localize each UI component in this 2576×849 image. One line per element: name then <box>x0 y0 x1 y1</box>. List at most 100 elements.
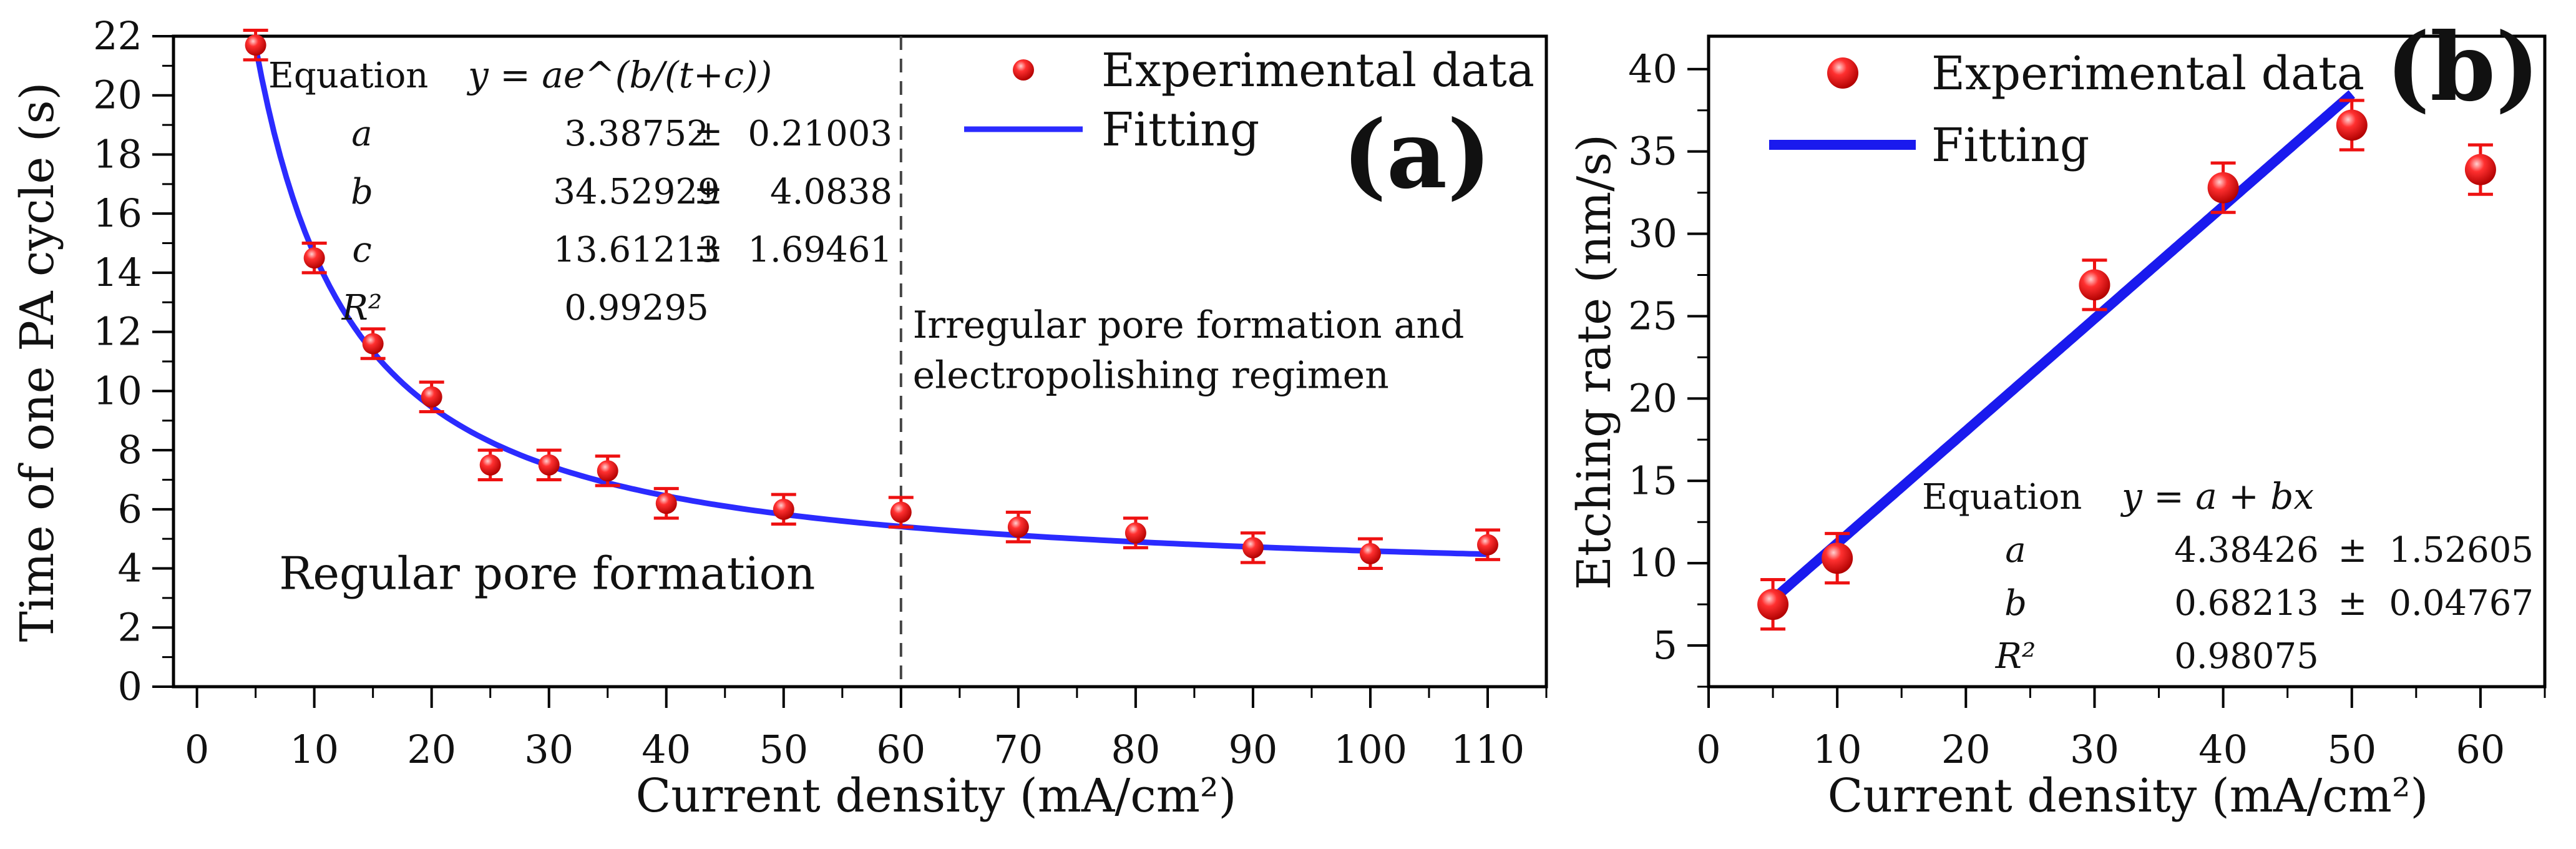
x-tick-label: 0 <box>1696 727 1720 772</box>
y-tick-label: 35 <box>1628 129 1677 174</box>
fit-param-value: 34.52929 <box>553 172 720 212</box>
legend-label-fitting: Fitting <box>1101 103 1259 157</box>
fit-table-equation: y = ae^(b/(t+c)) <box>466 54 772 96</box>
fit-param-name: R² <box>1995 636 2036 677</box>
y-axis-label: Time of one PA cycle (s) <box>11 82 64 642</box>
fit-param-value: 0.68213 <box>2174 583 2319 624</box>
fit-param-name: a <box>2005 530 2026 571</box>
plot-frame <box>1707 34 2547 689</box>
x-tick-label: 30 <box>524 727 573 772</box>
x-tick-label: 30 <box>2070 727 2119 772</box>
data-point <box>538 454 560 476</box>
fit-param-name: c <box>352 230 371 270</box>
data-point <box>1476 534 1498 556</box>
data-point <box>1757 589 1789 621</box>
y-tick-label: 30 <box>1628 211 1677 257</box>
x-axis-label: Current density (mA/cm²) <box>636 769 1237 823</box>
data-point <box>1822 542 1853 574</box>
fit-param-error: 1.69461 <box>748 230 892 270</box>
y-tick-label: 4 <box>118 546 142 591</box>
y-tick-label: 2 <box>118 604 142 650</box>
y-tick-label: 10 <box>1628 540 1677 586</box>
x-tick-label: 110 <box>1451 727 1525 772</box>
fit-param-name: R² <box>341 288 383 328</box>
fit-table-header-label: Equation <box>1922 477 2082 518</box>
fit-param-pm: ± <box>694 230 723 270</box>
fit-param-value: 13.61213 <box>553 230 720 270</box>
y-tick-label: 8 <box>118 427 142 473</box>
data-point <box>597 460 618 482</box>
x-tick-label: 40 <box>2198 727 2248 772</box>
panel-label: (b) <box>2386 12 2540 122</box>
y-tick-label: 20 <box>1628 375 1677 421</box>
x-tick-label: 80 <box>1111 727 1160 772</box>
fit-param-value: 4.38426 <box>2174 530 2319 571</box>
data-point <box>2207 172 2239 204</box>
fit-param-pm: ± <box>694 114 723 154</box>
fit-param-name: b <box>2004 583 2027 624</box>
legend-label-experimental: Experimental data <box>1101 44 1534 97</box>
data-point <box>1007 516 1029 538</box>
fit-param-error: 0.04767 <box>2389 583 2534 624</box>
x-tick-label: 40 <box>642 727 691 772</box>
data-point <box>303 247 325 269</box>
y-tick-label: 6 <box>118 486 142 532</box>
fitting-line <box>1769 90 2355 604</box>
x-tick-label: 50 <box>2327 727 2376 772</box>
annotation-text: Irregular pore formation and <box>913 303 1465 347</box>
annotation-text: electropolishing regimen <box>913 354 1389 398</box>
annotation-text: Regular pore formation <box>279 547 815 600</box>
legend-label-fitting: Fitting <box>1931 119 2089 172</box>
y-tick-label: 0 <box>118 664 142 709</box>
data-point <box>773 498 794 520</box>
data-point <box>1359 542 1381 564</box>
x-tick-label: 70 <box>993 727 1043 772</box>
fit-param-value: 0.98075 <box>2174 636 2319 677</box>
y-tick-label: 22 <box>93 13 142 59</box>
data-point <box>1242 537 1264 559</box>
y-tick-label: 14 <box>93 250 142 295</box>
y-tick-label: 10 <box>93 368 142 413</box>
x-tick-label: 0 <box>185 727 209 772</box>
x-tick-label: 20 <box>1941 727 1991 772</box>
data-point <box>2464 154 2496 185</box>
legend-marker-experimental <box>1013 59 1034 81</box>
fit-table-equation: y = a + bx <box>2120 475 2314 518</box>
y-tick-label: 40 <box>1628 46 1677 92</box>
x-tick-label: 100 <box>1334 727 1407 772</box>
y-tick-label: 18 <box>93 131 142 177</box>
y-tick-label: 12 <box>93 309 142 355</box>
data-point <box>2079 269 2110 301</box>
y-tick-label: 16 <box>93 190 142 236</box>
fit-param-error: 4.0838 <box>770 172 892 212</box>
x-tick-label: 20 <box>407 727 456 772</box>
fit-param-pm: ± <box>2338 530 2368 571</box>
fit-param-error: 0.21003 <box>748 114 892 154</box>
fit-param-name: a <box>351 114 372 154</box>
y-tick-label: 5 <box>1653 622 1677 668</box>
x-axis-label: Current density (mA/cm²) <box>1828 769 2429 823</box>
y-axis-label: Etching rate (nm/s) <box>1568 134 1621 590</box>
fit-param-value: 3.38752 <box>564 114 709 154</box>
panel-label: (a) <box>1342 100 1491 210</box>
x-tick-label: 60 <box>876 727 925 772</box>
x-tick-label: 50 <box>759 727 808 772</box>
fit-param-pm: ± <box>694 172 723 212</box>
data-point <box>2336 109 2368 141</box>
data-point <box>362 333 384 355</box>
x-tick-label: 90 <box>1228 727 1277 772</box>
x-tick-label: 60 <box>2456 727 2505 772</box>
fit-table-header-label: Equation <box>268 56 428 96</box>
x-tick-label: 10 <box>290 727 339 772</box>
fitting-line <box>253 46 1488 557</box>
x-tick-label: 10 <box>1813 727 1862 772</box>
legend-marker-experimental <box>1827 57 1858 89</box>
y-tick-label: 25 <box>1628 293 1677 338</box>
data-point <box>655 493 677 514</box>
panel-a: 0 10 20 30 40 50 60 70 80 90 100 110 0 2 4 6 8 10 12 14 16 18… <box>11 13 1548 823</box>
data-point <box>890 501 912 523</box>
data-point <box>421 386 442 408</box>
y-tick-label: 15 <box>1628 458 1677 503</box>
